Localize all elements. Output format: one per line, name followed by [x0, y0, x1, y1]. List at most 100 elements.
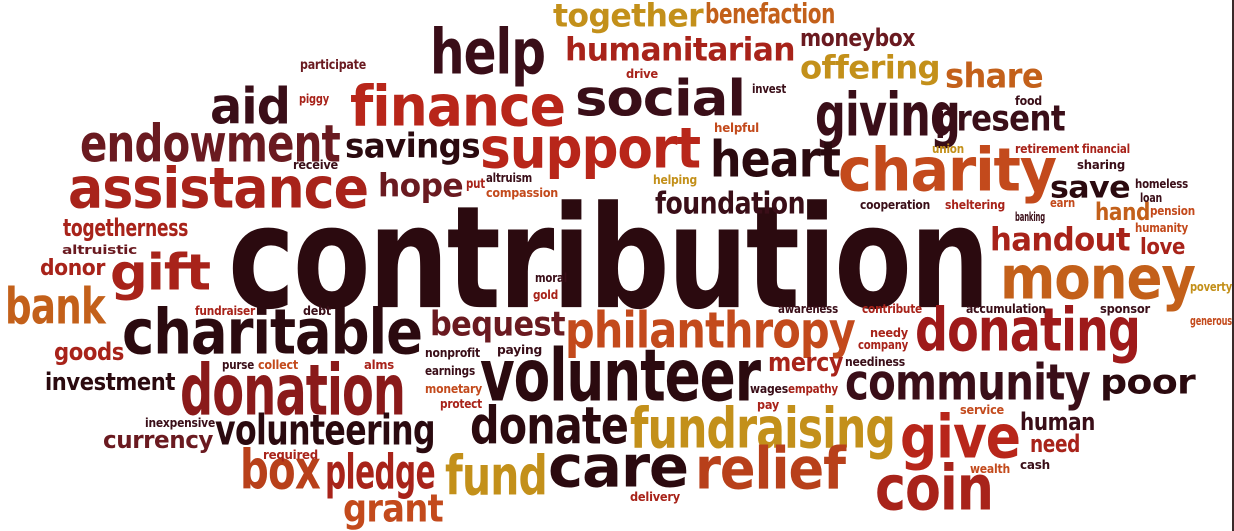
word-endowment: endowment [80, 113, 341, 174]
word-togetherness: togetherness [63, 214, 188, 242]
word-give: give [900, 402, 1021, 472]
word-neediness: neediness [845, 356, 905, 370]
word-community: community [845, 354, 1091, 412]
word-philanthropy: philanthropy [565, 302, 856, 360]
word-participate: participate [300, 58, 366, 73]
word-put: put [466, 177, 485, 192]
word-generous: generous [1190, 315, 1232, 329]
word-helpful: helpful [714, 122, 759, 136]
word-finance: finance [350, 73, 566, 139]
word-donate: donate [470, 395, 629, 456]
word-care: care [548, 433, 689, 501]
word-helping: helping [653, 174, 697, 188]
word-offering: offering [800, 49, 941, 87]
word-piggy: piggy [299, 93, 329, 107]
word-cash: cash [1020, 459, 1050, 473]
word-pledge: pledge [325, 444, 436, 500]
word-gold: gold [533, 289, 558, 303]
word-heart: heart [710, 131, 841, 189]
word-collect: collect [258, 359, 298, 373]
word-alms: alms [364, 359, 394, 373]
word-monetary: monetary [425, 383, 482, 397]
word-donation: donation [180, 350, 406, 432]
word-pension: pension [1150, 205, 1195, 219]
word-need: need [1030, 430, 1080, 458]
word-savings: savings [345, 127, 481, 166]
word-wages: wages [750, 383, 788, 397]
word-present: present [935, 97, 1066, 139]
word-coin: coin [875, 453, 994, 525]
word-financial: financial [1082, 143, 1130, 157]
word-compassion: compassion [486, 187, 558, 201]
word-benefaction: benefaction [705, 0, 835, 30]
word-goods: goods [54, 338, 124, 366]
word-required: required [263, 449, 318, 463]
word-inexpensive: inexpensive [145, 417, 215, 431]
word-wealth: wealth [970, 463, 1010, 477]
word-sponsor: sponsor [1100, 303, 1150, 317]
word-company: company [858, 339, 908, 353]
word-empathy: empathy [788, 383, 838, 397]
word-bank: bank [5, 278, 106, 336]
word-handout: handout [990, 221, 1131, 259]
word-love: love [1140, 235, 1185, 260]
word-poor: poor [1100, 363, 1196, 402]
word-accumulation: accumulation [966, 303, 1046, 317]
word-help: help [430, 17, 546, 89]
word-volunteer: volunteer [480, 333, 761, 418]
word-mercy: mercy [768, 348, 843, 378]
word-hope: hope [378, 167, 464, 205]
word-donor: donor [40, 256, 105, 281]
word-sharing: sharing [1077, 159, 1125, 173]
word-earnings: earnings [425, 365, 475, 379]
word-donating: donating [915, 295, 1141, 365]
word-assistance: assistance [68, 155, 369, 221]
word-support: support [480, 115, 701, 181]
word-human: human [1020, 408, 1095, 436]
word-protect: protect [440, 398, 482, 412]
word-volunteering: volunteering [215, 406, 436, 455]
word-retirement: retirement [1015, 143, 1079, 157]
word-giving: giving [815, 80, 961, 150]
word-union: union [932, 143, 964, 157]
word-foundation: foundation [655, 185, 806, 221]
word-purse: purse [222, 359, 254, 373]
word-fundraiser: fundraiser [195, 305, 255, 319]
word-save: save [1050, 169, 1131, 205]
word-receive: receive [293, 159, 338, 173]
word-fundraising: fundraising [630, 395, 896, 461]
word-contribute: contribute [862, 303, 922, 317]
word-debt: debt [303, 305, 331, 319]
word-invest: invest [752, 83, 786, 97]
word-paying: paying [497, 344, 542, 358]
word-bequest: bequest [430, 305, 566, 344]
word-together: together [553, 0, 704, 35]
word-contribution: contribution [228, 176, 990, 342]
word-gift: gift [110, 244, 211, 302]
word-nonprofit: nonprofit [425, 347, 480, 361]
word-needy: needy [870, 327, 908, 341]
word-awareness: awareness [778, 303, 838, 317]
word-charity: charity [838, 135, 1057, 205]
word-humanitarian: humanitarian [565, 31, 796, 69]
word-aid: aid [210, 78, 291, 136]
word-humanity: humanity [1135, 222, 1188, 236]
word-fund: fund [445, 445, 548, 508]
word-currency: currency [103, 426, 213, 454]
word-pay: pay [757, 399, 779, 413]
word-banking: banking [1015, 211, 1045, 225]
word-share: share [945, 57, 1044, 96]
word-drive: drive [626, 68, 658, 82]
word-money: money [1000, 243, 1196, 313]
word-moneybox: moneybox [800, 24, 915, 52]
word-sheltering: sheltering [945, 199, 1005, 213]
word-social: social [575, 70, 746, 128]
word-box: box [240, 439, 321, 502]
word-earn: earn [1050, 197, 1075, 211]
word-altruistic: altruistic [62, 244, 137, 258]
word-relief: relief [695, 435, 846, 503]
word-hand: hand [1095, 198, 1150, 226]
word-loan: loan [1140, 192, 1162, 206]
word-homeless: homeless [1135, 178, 1188, 192]
